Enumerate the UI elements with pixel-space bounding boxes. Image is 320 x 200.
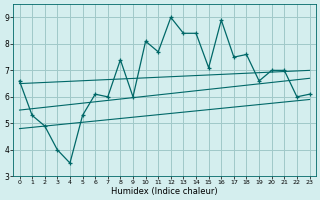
X-axis label: Humidex (Indice chaleur): Humidex (Indice chaleur) xyxy=(111,187,218,196)
